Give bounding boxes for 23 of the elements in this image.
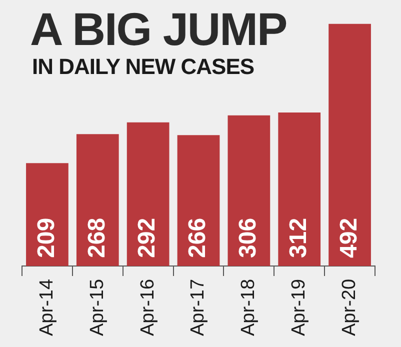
bar (328, 24, 371, 266)
data-label: 268 (83, 218, 110, 258)
chart-title: A BIG JUMP (30, 2, 287, 56)
data-label: 209 (32, 218, 60, 258)
text: IN DAILY NEW CASES (32, 54, 254, 80)
bar (76, 134, 119, 266)
data-label: 312 (284, 218, 312, 258)
data-label: 306 (234, 218, 262, 258)
bar (126, 122, 170, 266)
x-tick-label: Apr-15 (86, 278, 108, 336)
data-label: 292 (134, 218, 161, 258)
x-tick-label: Apr-16 (137, 278, 158, 336)
x-tick-label: Apr-18 (238, 278, 260, 336)
bar (278, 112, 321, 266)
bar (26, 163, 68, 266)
x-tick-label: Apr-17 (188, 278, 209, 336)
x-tick-label: Apr-14 (36, 278, 58, 336)
data-label: 492 (335, 218, 362, 258)
x-tick-label: Apr-19 (288, 278, 310, 336)
bar (177, 135, 220, 266)
data-label: 266 (184, 218, 212, 258)
bar (228, 115, 270, 266)
x-tick-label: Apr-20 (339, 278, 360, 336)
